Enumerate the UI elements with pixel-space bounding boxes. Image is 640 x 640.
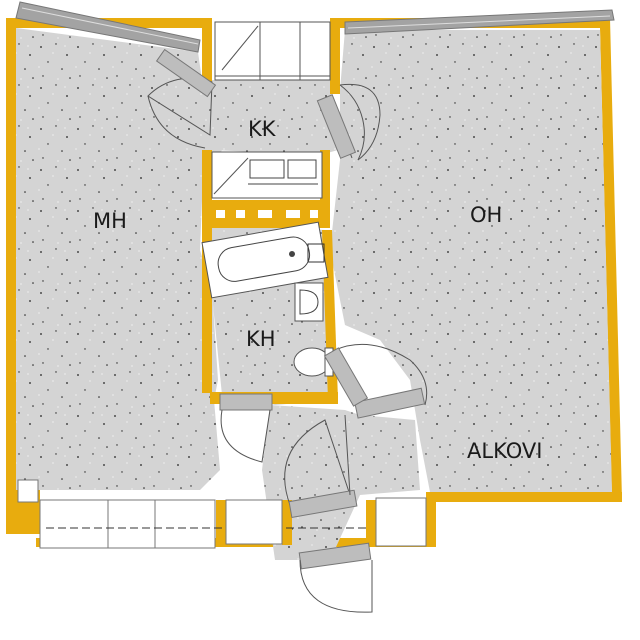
doors — [147, 48, 428, 613]
door-oh-hall — [323, 343, 428, 419]
mh-floor — [16, 28, 222, 490]
window-band-top — [15, 1, 615, 53]
door-kh — [219, 393, 273, 463]
wall-openings — [216, 210, 318, 218]
kk-floor — [212, 80, 338, 155]
room-label-kh: KH — [246, 327, 276, 351]
hall-floor — [262, 405, 420, 560]
room-label-oh: OH — [470, 203, 502, 227]
kitchen-counter — [211, 151, 323, 199]
toilet-icon — [293, 347, 334, 377]
room-label-alkovi: ALKOVI — [467, 439, 542, 463]
sink-icon — [294, 282, 324, 322]
oh-floor — [330, 30, 612, 492]
balcony — [17, 479, 427, 549]
door-entrance — [284, 414, 373, 613]
door-mh-kk — [147, 48, 217, 149]
room-label-kk: KK — [248, 117, 277, 141]
door-kk-oh — [316, 83, 381, 161]
kitchen-top — [214, 21, 331, 81]
bathtub-icon — [201, 221, 329, 299]
kitchen-sink-icon — [249, 159, 317, 179]
room-label-mh: MH — [93, 209, 127, 233]
room-labels: MH KK OH KH ALKOVI — [93, 117, 542, 463]
